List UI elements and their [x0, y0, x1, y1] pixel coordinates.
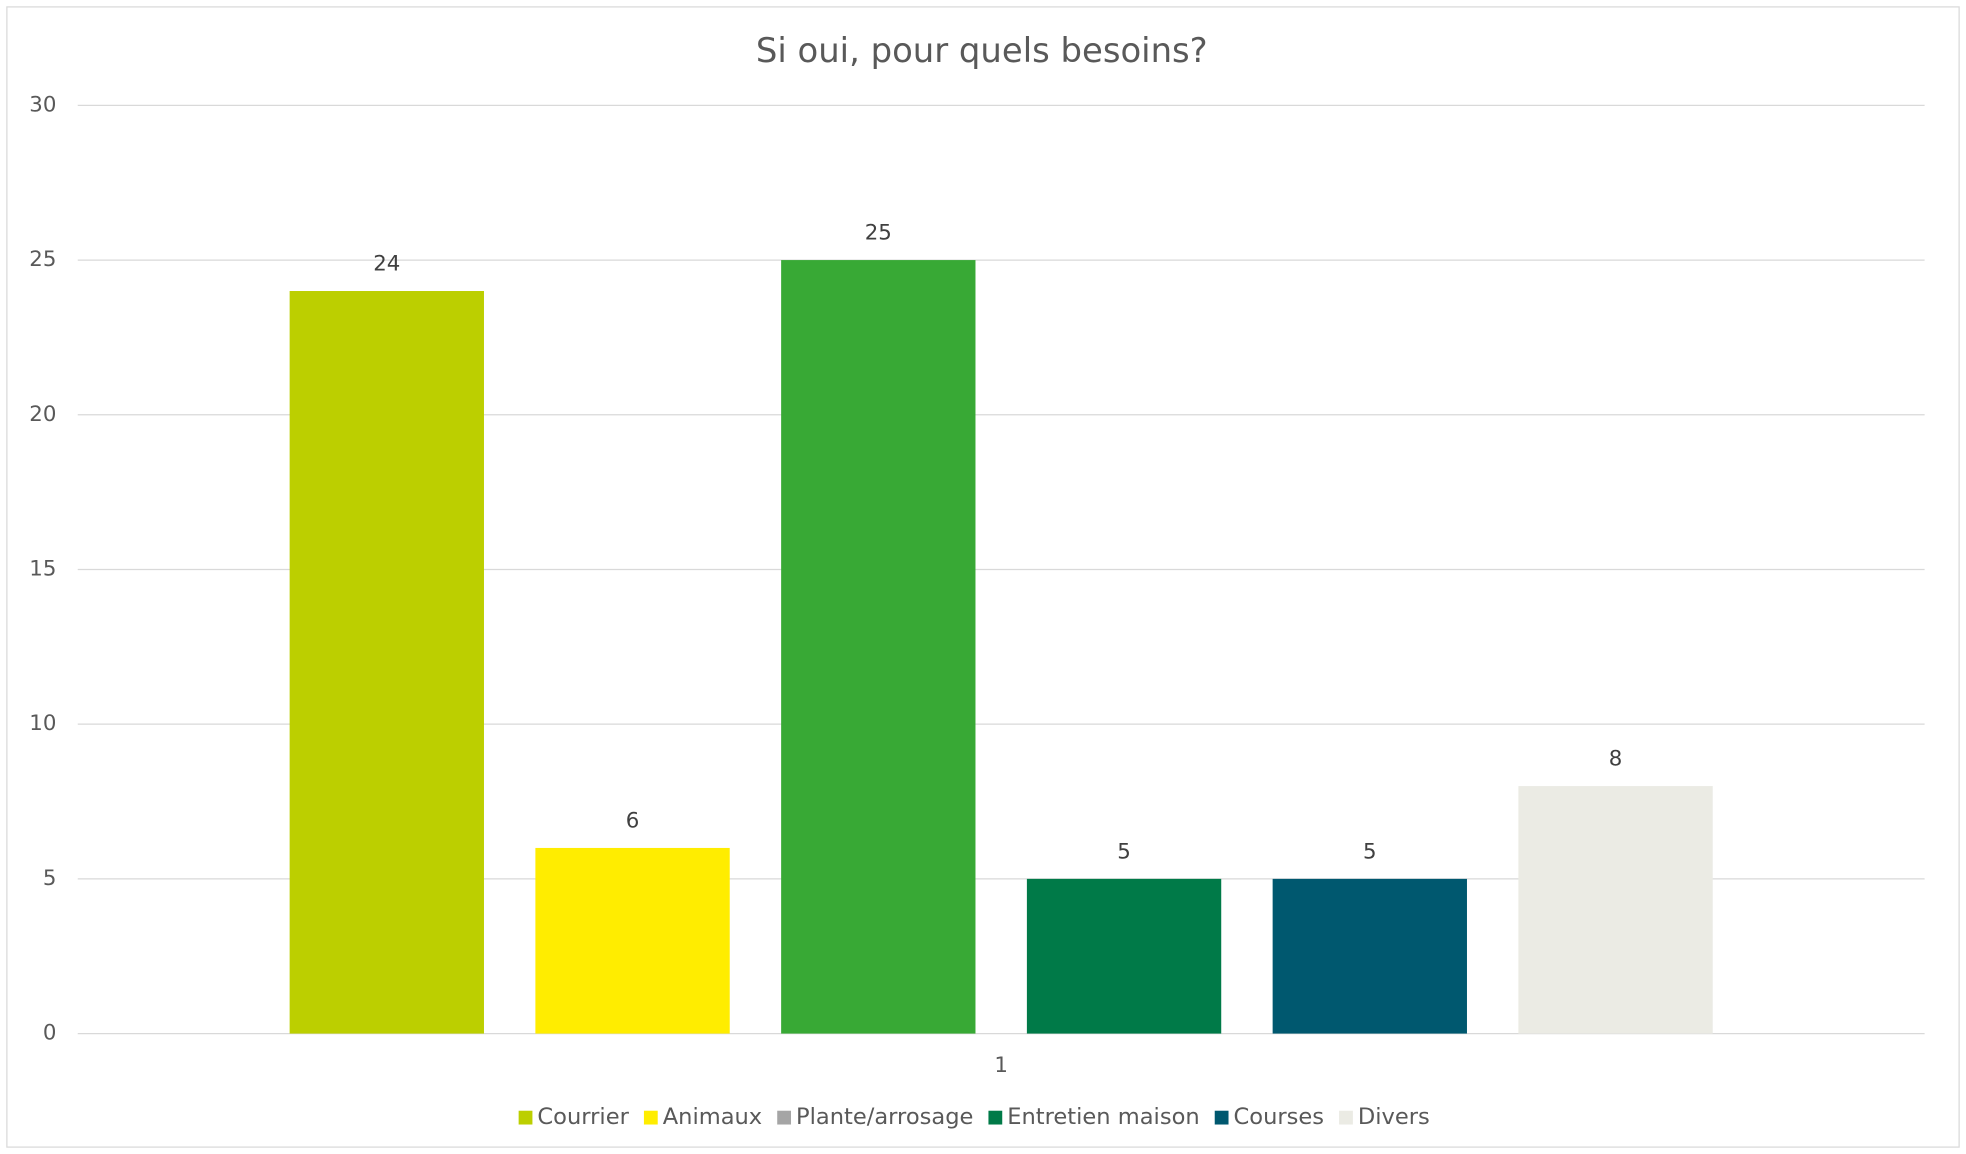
data-label: 24	[373, 252, 400, 277]
bar	[535, 847, 730, 1034]
legend-label: Courrier	[537, 1104, 629, 1130]
legend-swatch	[777, 1110, 792, 1125]
legend-swatch	[1214, 1110, 1229, 1125]
legend-label: Divers	[1358, 1104, 1430, 1130]
data-label: 25	[865, 221, 892, 246]
y-tick-label: 0	[43, 1021, 57, 1046]
data-label: 5	[1363, 840, 1377, 865]
bar	[1518, 786, 1713, 1034]
bar	[781, 260, 976, 1034]
y-tick-label: 20	[29, 402, 56, 427]
chart-title: Si oui, pour quels besoins?	[756, 31, 1208, 70]
x-tick-label: 1	[994, 1053, 1008, 1078]
y-tick-label: 5	[43, 866, 57, 891]
bar	[1026, 878, 1222, 1034]
data-label: 6	[626, 809, 640, 834]
legend-label: Animaux	[663, 1104, 762, 1130]
legend-label: Entretien maison	[1007, 1104, 1199, 1130]
legend-swatch	[988, 1110, 1003, 1125]
data-label: 8	[1609, 747, 1623, 772]
bar	[1272, 878, 1467, 1034]
y-tick-label: 25	[29, 247, 56, 272]
y-tick-label: 15	[29, 556, 56, 581]
legend-label: Courses	[1234, 1104, 1325, 1130]
legend-swatch	[643, 1110, 658, 1125]
bar	[289, 291, 484, 1034]
legend-swatch	[518, 1110, 533, 1125]
y-tick-label: 30	[29, 92, 56, 117]
legend-label: Plante/arrosage	[796, 1104, 973, 1130]
data-label: 5	[1117, 840, 1131, 865]
legend-swatch	[1339, 1110, 1353, 1125]
y-tick-label: 10	[29, 711, 56, 736]
